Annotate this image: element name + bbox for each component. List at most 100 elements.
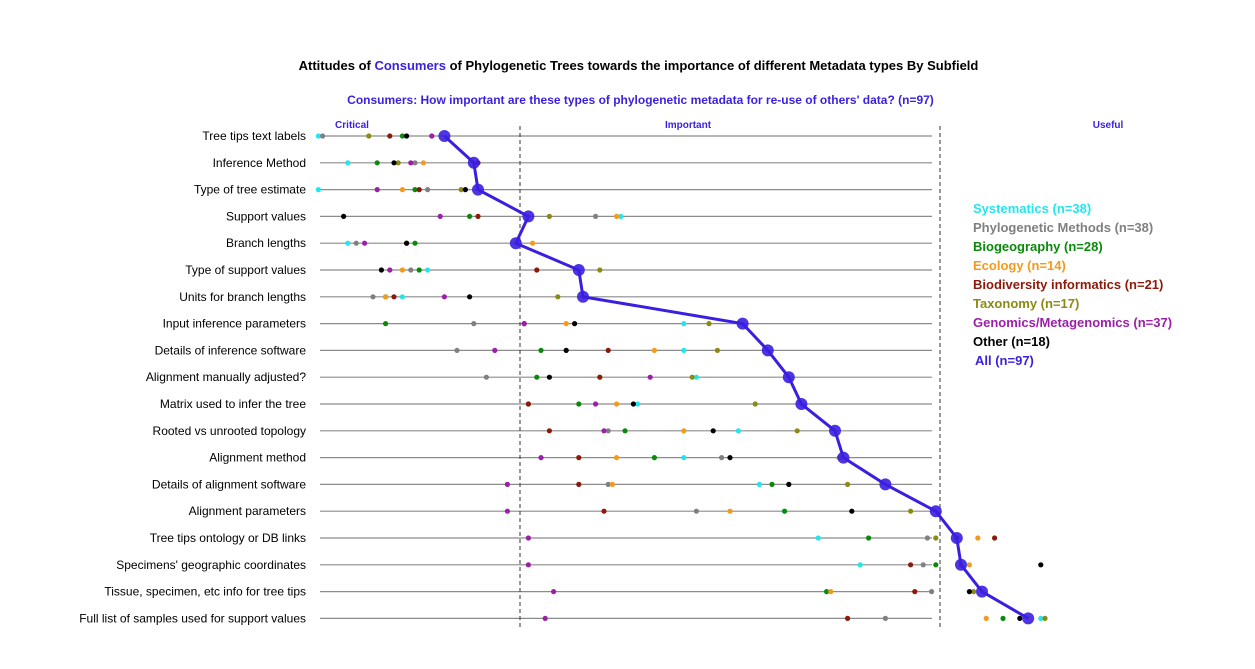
series-point	[383, 294, 389, 300]
series-point	[794, 428, 800, 434]
series-point	[605, 347, 611, 353]
series-point	[576, 401, 582, 407]
series-point	[404, 240, 410, 246]
series-point	[353, 240, 359, 246]
series-point	[563, 321, 569, 327]
series-point	[681, 455, 687, 461]
category-label: Full list of samples used for support va…	[79, 611, 306, 625]
series-point	[538, 455, 544, 461]
category-label: Details of alignment software	[152, 477, 306, 491]
series-point	[1000, 615, 1006, 622]
series-point	[714, 347, 721, 353]
series-point	[538, 347, 544, 353]
series-point	[525, 562, 532, 568]
series-point	[345, 240, 351, 246]
series-point	[546, 428, 553, 434]
category-label: Type of support values	[185, 263, 306, 277]
series-point	[866, 535, 872, 541]
legend-entry: Genomics/Metagenomics (n=37)	[973, 315, 1173, 330]
category-label: Tree tips text labels	[202, 129, 306, 143]
series-point	[416, 267, 422, 273]
series-point	[605, 428, 611, 434]
series-point	[1038, 615, 1044, 622]
series-point	[614, 401, 620, 407]
series-point	[391, 160, 397, 166]
legend: Systematics (n=38) Phylogenetic Methods (…	[973, 199, 1172, 370]
series-point	[425, 187, 431, 193]
series-point	[475, 213, 481, 219]
series-point	[752, 401, 758, 407]
series-point	[345, 160, 351, 166]
series-point	[467, 294, 473, 300]
series-point	[504, 508, 510, 514]
legend-entry: Biodiversity informatics (n=21)	[973, 277, 1164, 292]
all-series-point	[572, 264, 585, 276]
series-point	[467, 213, 473, 219]
series-point	[929, 589, 935, 595]
series-point	[525, 535, 532, 541]
series-point	[404, 133, 410, 139]
series-point	[593, 401, 599, 407]
all-series-point	[837, 451, 850, 464]
category-label: Alignment parameters	[189, 504, 306, 518]
series-point	[719, 455, 725, 461]
all-series-point	[929, 505, 942, 518]
all-series-point	[736, 317, 749, 330]
legend-entry: Systematics (n=38)	[973, 201, 1092, 216]
all-series-point	[955, 558, 967, 571]
series-point	[845, 615, 851, 622]
series-point	[1038, 562, 1044, 568]
series-point	[651, 455, 658, 461]
category-label: Specimens' geographic coordinates	[116, 558, 306, 572]
series-point	[534, 267, 540, 273]
chart-title: Attitudes of Consumers of Phylogenetic T…	[0, 58, 1255, 73]
series-point	[622, 428, 628, 434]
series-point	[727, 455, 733, 461]
series-point	[735, 428, 742, 434]
series-point	[912, 589, 918, 595]
series-point	[425, 267, 431, 273]
series-point	[908, 562, 914, 568]
series-point	[471, 321, 477, 327]
series-point	[572, 321, 578, 327]
series-point	[462, 187, 468, 193]
chart-title-part-3: of Phylogenetic Trees towards the import…	[445, 58, 979, 73]
series-point	[706, 321, 712, 327]
category-label: Branch lengths	[226, 236, 306, 250]
series-point	[597, 267, 603, 273]
category-label: Alignment manually adjusted?	[146, 370, 306, 384]
series-point	[546, 213, 553, 219]
series-point	[454, 347, 460, 353]
series-point	[441, 294, 447, 300]
legend-entry: Phylogenetic Methods (n=38)	[973, 220, 1154, 235]
series-point	[408, 267, 414, 273]
series-point	[845, 481, 851, 487]
series-point	[437, 213, 443, 219]
region-label: Critical	[335, 120, 369, 131]
series-point	[933, 535, 939, 541]
series-point	[693, 374, 700, 380]
chart-title-part-2: Consumers	[374, 58, 446, 73]
series-point	[882, 615, 889, 622]
all-series-point	[467, 156, 480, 169]
series-point	[609, 481, 616, 487]
series-point	[341, 213, 347, 219]
series-point	[681, 428, 687, 434]
region-label: Important	[665, 120, 712, 131]
category-label: Support values	[226, 209, 306, 223]
series-point	[399, 267, 405, 273]
series-point	[546, 374, 553, 380]
series-point	[408, 160, 414, 166]
series-point	[416, 187, 422, 193]
series-point	[786, 481, 792, 487]
series-point	[563, 347, 569, 353]
series-point	[315, 133, 321, 139]
category-label: Matrix used to infer the tree	[160, 397, 306, 411]
series-point	[635, 401, 641, 407]
category-label: Type of tree estimate	[194, 183, 306, 197]
series-point	[651, 347, 658, 353]
series-point	[399, 294, 405, 300]
category-label: Units for branch lengths	[179, 290, 306, 304]
series-point	[605, 481, 611, 487]
series-point	[693, 508, 700, 514]
